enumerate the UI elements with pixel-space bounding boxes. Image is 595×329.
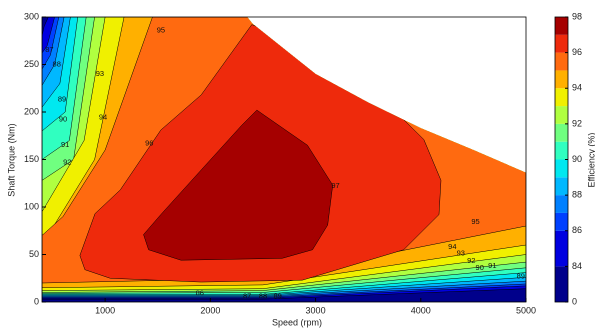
colorbar-band xyxy=(555,177,568,196)
colorbar-band xyxy=(555,88,568,107)
contour-label: 93 xyxy=(96,69,104,78)
contour-label: 94 xyxy=(99,113,107,122)
contour-label: 91 xyxy=(488,261,496,270)
contour-region xyxy=(143,109,333,261)
contour-label: 89 xyxy=(274,291,282,300)
colorbar-tick-label: 90 xyxy=(572,154,582,164)
axes: 8687878888898989909091919292939394949595… xyxy=(24,11,582,315)
contour-label: 95 xyxy=(157,25,165,34)
y-axis-label: Shaft Torque (Nm) xyxy=(6,123,16,196)
contour-plot xyxy=(42,17,526,302)
y-tick-label: 0 xyxy=(34,296,39,306)
contour-label: 89 xyxy=(517,271,525,280)
contour-label: 93 xyxy=(457,249,465,258)
x-axis-label: Speed (rpm) xyxy=(272,317,322,327)
contour-label: 87 xyxy=(45,45,53,54)
colorbar-band xyxy=(555,195,568,213)
contour-label: 96 xyxy=(145,138,153,147)
contour-label: 92 xyxy=(467,256,475,265)
colorbar-tick-label: 92 xyxy=(572,118,582,128)
colorbar-tick-label: 94 xyxy=(572,83,582,93)
colorbar-band xyxy=(555,212,568,231)
colorbar-tick-label: 84 xyxy=(572,261,582,271)
colorbar-band xyxy=(555,266,568,302)
colorbar-band xyxy=(555,34,568,53)
colorbar-tick-label: 96 xyxy=(572,47,582,57)
contour-label: 90 xyxy=(476,263,484,272)
x-tick-label: 4000 xyxy=(411,305,431,315)
colorbar-tick-label: 86 xyxy=(572,225,582,235)
contour-label: 89 xyxy=(58,95,66,104)
colorbar-label: Efficiency (%) xyxy=(586,133,595,188)
contour-label: 92 xyxy=(63,157,71,166)
colorbar-band xyxy=(555,17,568,35)
y-tick-label: 150 xyxy=(24,154,39,164)
contour-label: 87 xyxy=(243,291,251,300)
contour-label: 88 xyxy=(259,291,267,300)
x-tick-label: 3000 xyxy=(306,305,326,315)
x-tick-label: 2000 xyxy=(200,305,220,315)
contour-label: 97 xyxy=(331,181,339,190)
colorbar-tick-label: 88 xyxy=(572,190,582,200)
contour-label: 95 xyxy=(471,217,479,226)
colorbar-band xyxy=(555,106,568,124)
contour-label: 86 xyxy=(196,288,204,297)
y-tick-label: 200 xyxy=(24,106,39,116)
colorbar-band xyxy=(555,123,568,142)
contour-label: 91 xyxy=(61,140,69,149)
y-tick-label: 50 xyxy=(29,249,39,259)
colorbar-tick-label: 98 xyxy=(572,11,582,21)
colorbar-band xyxy=(555,230,568,267)
y-tick-label: 300 xyxy=(24,11,39,21)
y-tick-label: 100 xyxy=(24,201,39,211)
colorbar-band xyxy=(555,141,568,160)
y-tick-label: 250 xyxy=(24,59,39,69)
colorbar-band xyxy=(555,70,568,89)
colorbar-tick-label: 0 xyxy=(572,296,577,306)
x-tick-label: 1000 xyxy=(95,305,115,315)
contour-label: 94 xyxy=(448,242,456,251)
colorbar-band xyxy=(555,159,568,178)
contour-label: 88 xyxy=(53,59,61,68)
contour-label: 90 xyxy=(59,115,67,124)
colorbar-band xyxy=(555,52,568,71)
x-tick-label: 5000 xyxy=(516,305,536,315)
